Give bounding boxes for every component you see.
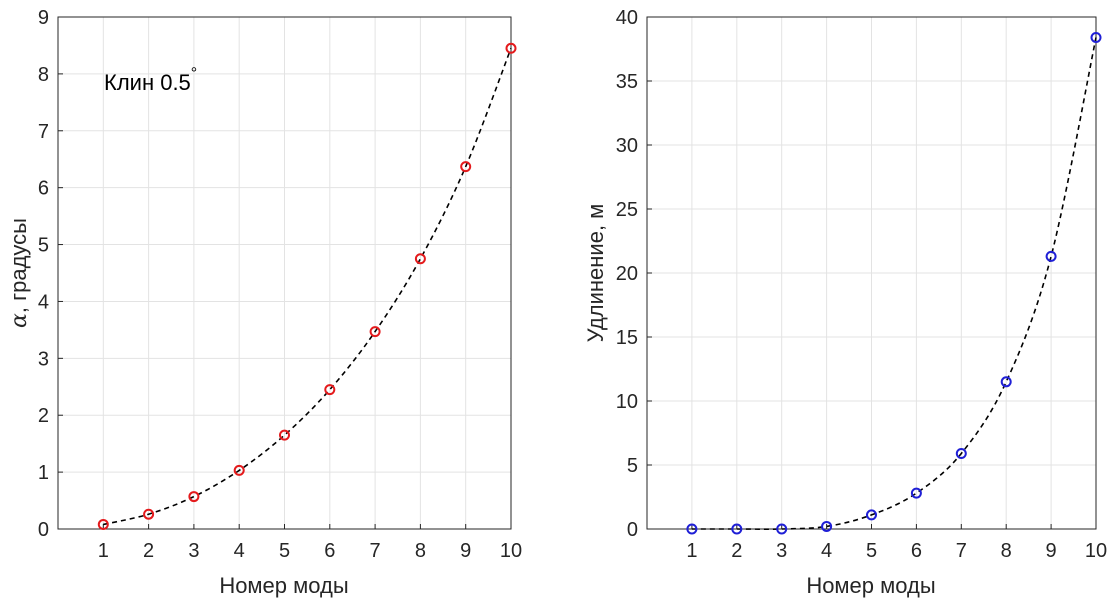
left-x-axis-label: Номер моды (219, 573, 348, 598)
right-y-tick-label: 15 (616, 327, 638, 349)
right-x-tick-label: 8 (1001, 540, 1012, 562)
left-y-tick-label: 2 (38, 405, 49, 427)
left-y-tick-label: 7 (38, 121, 49, 143)
right-x-tick-label: 3 (776, 540, 787, 562)
right-y-tick-label: 10 (616, 391, 638, 413)
right-data-point (821, 520, 833, 532)
right-x-tick-label: 10 (1085, 540, 1107, 562)
right-data-point (1090, 31, 1102, 43)
right-chart-panel: 1 2 3 4 5 6 7 8 9 10 0 5 10 15 20 25 30 35 40 Номер моды У… (583, 7, 1107, 598)
left-x-tick-label: 3 (188, 540, 199, 562)
left-x-tick-label: 2 (143, 540, 154, 562)
left-y-tick-label: 8 (38, 64, 49, 86)
right-y-tick-label: 30 (616, 135, 638, 157)
right-data-point (910, 487, 922, 499)
left-y-axis-label: α, градусы (6, 218, 32, 328)
left-annotation: Клин 0.5° (104, 65, 197, 95)
left-chart-panel: 1 2 3 4 5 6 7 8 9 10 0 1 2 3 4 5 6 7 8 9 Клин 0.5° Номер мо… (6, 7, 522, 598)
right-y-tick-label: 25 (616, 199, 638, 221)
left-data-point (188, 491, 200, 503)
right-data-point (1045, 250, 1057, 262)
left-ticks: 1 2 3 4 5 6 7 8 9 10 0 1 2 3 4 5 6 7 8 9 (38, 7, 522, 562)
left-x-tick-label: 4 (234, 540, 245, 562)
right-y-tick-label: 20 (616, 263, 638, 285)
left-x-tick-label: 10 (500, 540, 522, 562)
right-y-axis-label: Удлинение, м (583, 204, 608, 343)
right-x-tick-label: 9 (1046, 540, 1057, 562)
left-data-point (97, 518, 109, 530)
left-data-point (369, 326, 381, 338)
right-data-point (731, 523, 743, 535)
right-markers (686, 31, 1102, 535)
right-data-point (686, 523, 698, 535)
right-x-tick-label: 4 (821, 540, 832, 562)
right-y-tick-label: 5 (627, 455, 638, 477)
left-data-point (279, 429, 290, 441)
left-x-tick-label: 5 (279, 540, 290, 562)
left-data-point (233, 464, 245, 476)
left-data-point (324, 384, 336, 396)
left-y-tick-label: 6 (38, 178, 49, 200)
left-x-tick-label: 7 (370, 540, 381, 562)
right-data-point (955, 447, 967, 459)
left-y-tick-label: 9 (38, 7, 49, 29)
right-data-point (866, 509, 877, 521)
left-y-tick-label: 5 (38, 235, 49, 257)
right-x-tick-label: 5 (866, 540, 877, 562)
left-x-tick-label: 6 (324, 540, 335, 562)
left-y-tick-label: 0 (38, 519, 49, 541)
right-ticks: 1 2 3 4 5 6 7 8 9 10 0 5 10 15 20 25 30 35 40 (616, 7, 1107, 562)
right-x-tick-label: 7 (956, 540, 967, 562)
right-x-axis-label: Номер моды (806, 573, 935, 598)
right-x-tick-label: 1 (686, 540, 697, 562)
left-data-point (414, 253, 426, 265)
left-y-tick-label: 1 (38, 462, 49, 484)
left-fit-curve (103, 48, 512, 526)
right-x-tick-label: 6 (911, 540, 922, 562)
left-y-tick-label: 3 (38, 348, 49, 370)
right-y-tick-label: 40 (616, 7, 638, 29)
right-y-tick-label: 35 (616, 71, 638, 93)
left-x-tick-label: 1 (98, 540, 109, 562)
left-data-point (460, 161, 472, 173)
left-data-point (143, 508, 155, 520)
right-data-point (1000, 376, 1012, 388)
left-x-tick-label: 8 (415, 540, 426, 562)
right-data-point (776, 523, 788, 535)
right-x-tick-label: 2 (731, 540, 742, 562)
left-y-tick-label: 4 (38, 291, 49, 313)
right-fit-curve (691, 37, 1097, 530)
right-grid (647, 16, 1097, 530)
right-y-tick-label: 0 (627, 519, 638, 541)
left-markers (97, 42, 517, 530)
left-x-tick-label: 9 (460, 540, 471, 562)
left-data-point (505, 42, 517, 54)
